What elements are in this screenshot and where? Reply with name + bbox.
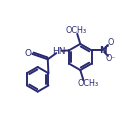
Text: +: +	[103, 44, 108, 50]
Text: O: O	[25, 49, 32, 58]
Text: O⁻: O⁻	[106, 54, 116, 63]
Text: HN: HN	[52, 47, 65, 56]
Text: OCH₃: OCH₃	[77, 79, 99, 88]
Text: N: N	[99, 46, 106, 55]
Text: OCH₃: OCH₃	[65, 25, 86, 35]
Text: O: O	[107, 38, 113, 47]
